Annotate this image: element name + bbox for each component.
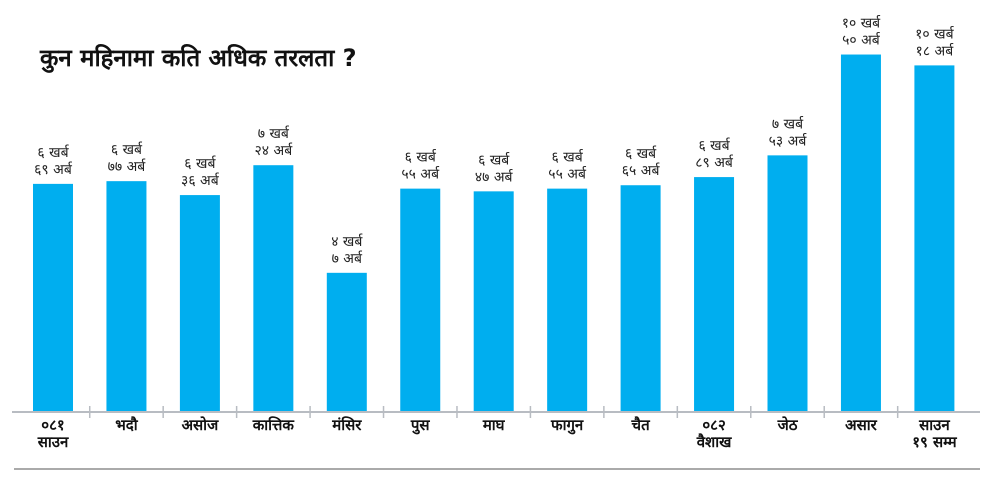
x-tick-label: पुस	[410, 416, 431, 435]
data-label: ६ खर्ब	[625, 145, 657, 162]
data-label: ६ खर्ब	[405, 149, 437, 166]
x-tick-label: मंसिर	[331, 416, 362, 434]
data-label: १८ अर्ब	[916, 42, 955, 59]
data-label: ७ खर्ब	[258, 125, 290, 142]
bar	[473, 191, 514, 411]
bar	[253, 165, 294, 411]
x-tick-label: फागुन	[550, 416, 584, 435]
data-label: १० खर्ब	[842, 15, 881, 32]
bar	[326, 272, 367, 411]
bar	[694, 177, 735, 411]
data-label: ५० अर्ब	[842, 32, 881, 49]
x-tick-label: वैशाख	[696, 433, 732, 451]
data-label: ६९ अर्ब	[34, 161, 73, 178]
x-tick-label: ०८२	[702, 416, 725, 434]
x-tick-label: असार	[845, 416, 877, 434]
data-label: ६ खर्ब	[37, 144, 69, 161]
x-tick-label: साउन	[918, 416, 950, 434]
x-tick-label: भदौ	[115, 416, 139, 434]
data-label: ६ खर्ब	[111, 141, 143, 158]
bar	[33, 183, 73, 411]
bar	[914, 65, 955, 411]
x-tick-label: जेठ	[777, 416, 799, 434]
x-tick-label: चैत	[631, 416, 652, 434]
chart-title: कुन महिनामा कति अधिक तरलता ?	[39, 44, 357, 73]
x-tick-label: साउन	[37, 433, 69, 451]
data-label: ६ खर्ब	[478, 151, 510, 168]
x-tick-label: १९ सम्म	[912, 433, 957, 451]
bar	[179, 195, 220, 411]
bar	[840, 54, 881, 412]
bar	[767, 155, 808, 411]
data-label: ६ खर्ब	[184, 155, 216, 172]
data-label: ७७ अर्ब	[108, 158, 147, 175]
data-label: ७ खर्ब	[772, 115, 804, 132]
x-tick-label: कात्तिक	[252, 416, 296, 434]
bar	[547, 188, 588, 411]
data-label: ७ अर्ब	[332, 250, 363, 267]
data-label: २४ अर्ब	[254, 142, 293, 159]
data-label: ४ खर्ब	[331, 233, 363, 250]
bars-group: ६ खर्ब६९ अर्ब६ खर्ब७७ अर्ब ६ खर्ब३६ अर्ब७…	[33, 15, 955, 412]
data-label: ५५ अर्ब	[401, 166, 440, 183]
data-label: ५५ अर्ब	[548, 166, 587, 183]
data-label: ३६ अर्ब	[181, 172, 220, 189]
data-label: ६ खर्ब	[552, 149, 584, 166]
x-tick-label: ०८१	[41, 416, 64, 434]
data-label: ६ खर्ब	[698, 137, 730, 154]
data-label: ५३ अर्ब	[769, 132, 808, 149]
bar	[106, 181, 147, 411]
x-tick-label: असोज	[182, 416, 219, 434]
bar	[620, 185, 661, 411]
data-label: ८९ अर्ब	[695, 154, 734, 171]
data-label: ६५ अर्ब	[622, 162, 661, 179]
x-axis-ticks	[88, 406, 899, 418]
data-label: १० खर्ब	[915, 25, 954, 42]
bar	[400, 188, 441, 411]
x-tick-label: माघ	[482, 416, 506, 434]
data-label: ४७ अर्ब	[475, 168, 514, 185]
